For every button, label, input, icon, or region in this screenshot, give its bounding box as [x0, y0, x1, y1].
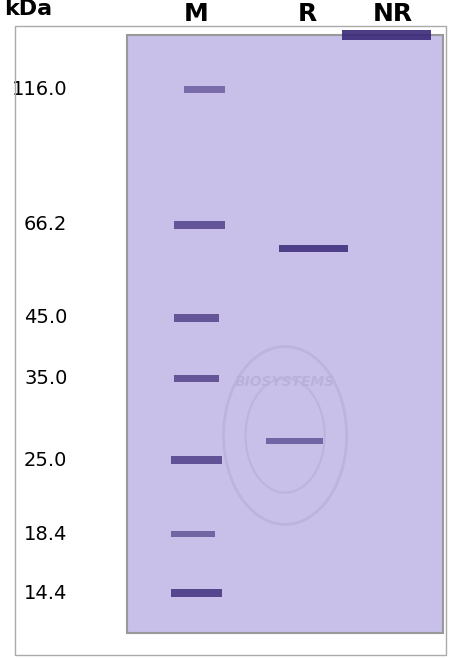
Text: 35.0: 35.0: [24, 369, 68, 388]
Bar: [342, 30, 431, 40]
Text: 18.4: 18.4: [24, 524, 68, 544]
Bar: [174, 315, 219, 322]
FancyBboxPatch shape: [127, 36, 443, 632]
Text: 14.4: 14.4: [24, 584, 68, 603]
Text: R: R: [297, 2, 317, 26]
Bar: [174, 221, 225, 228]
Text: kDa: kDa: [4, 0, 52, 19]
Bar: [171, 589, 222, 597]
Bar: [279, 245, 348, 253]
Text: 45.0: 45.0: [24, 309, 68, 328]
Text: M: M: [184, 2, 209, 26]
Text: 116.0: 116.0: [12, 80, 68, 99]
Text: 25.0: 25.0: [24, 451, 68, 470]
Bar: [171, 531, 216, 538]
Text: BIOSYSTEMS: BIOSYSTEMS: [235, 374, 335, 389]
Bar: [266, 438, 323, 444]
Text: NR: NR: [373, 2, 413, 26]
Bar: [174, 376, 219, 382]
Bar: [171, 456, 222, 464]
Bar: [184, 86, 225, 93]
Text: 66.2: 66.2: [24, 215, 68, 234]
